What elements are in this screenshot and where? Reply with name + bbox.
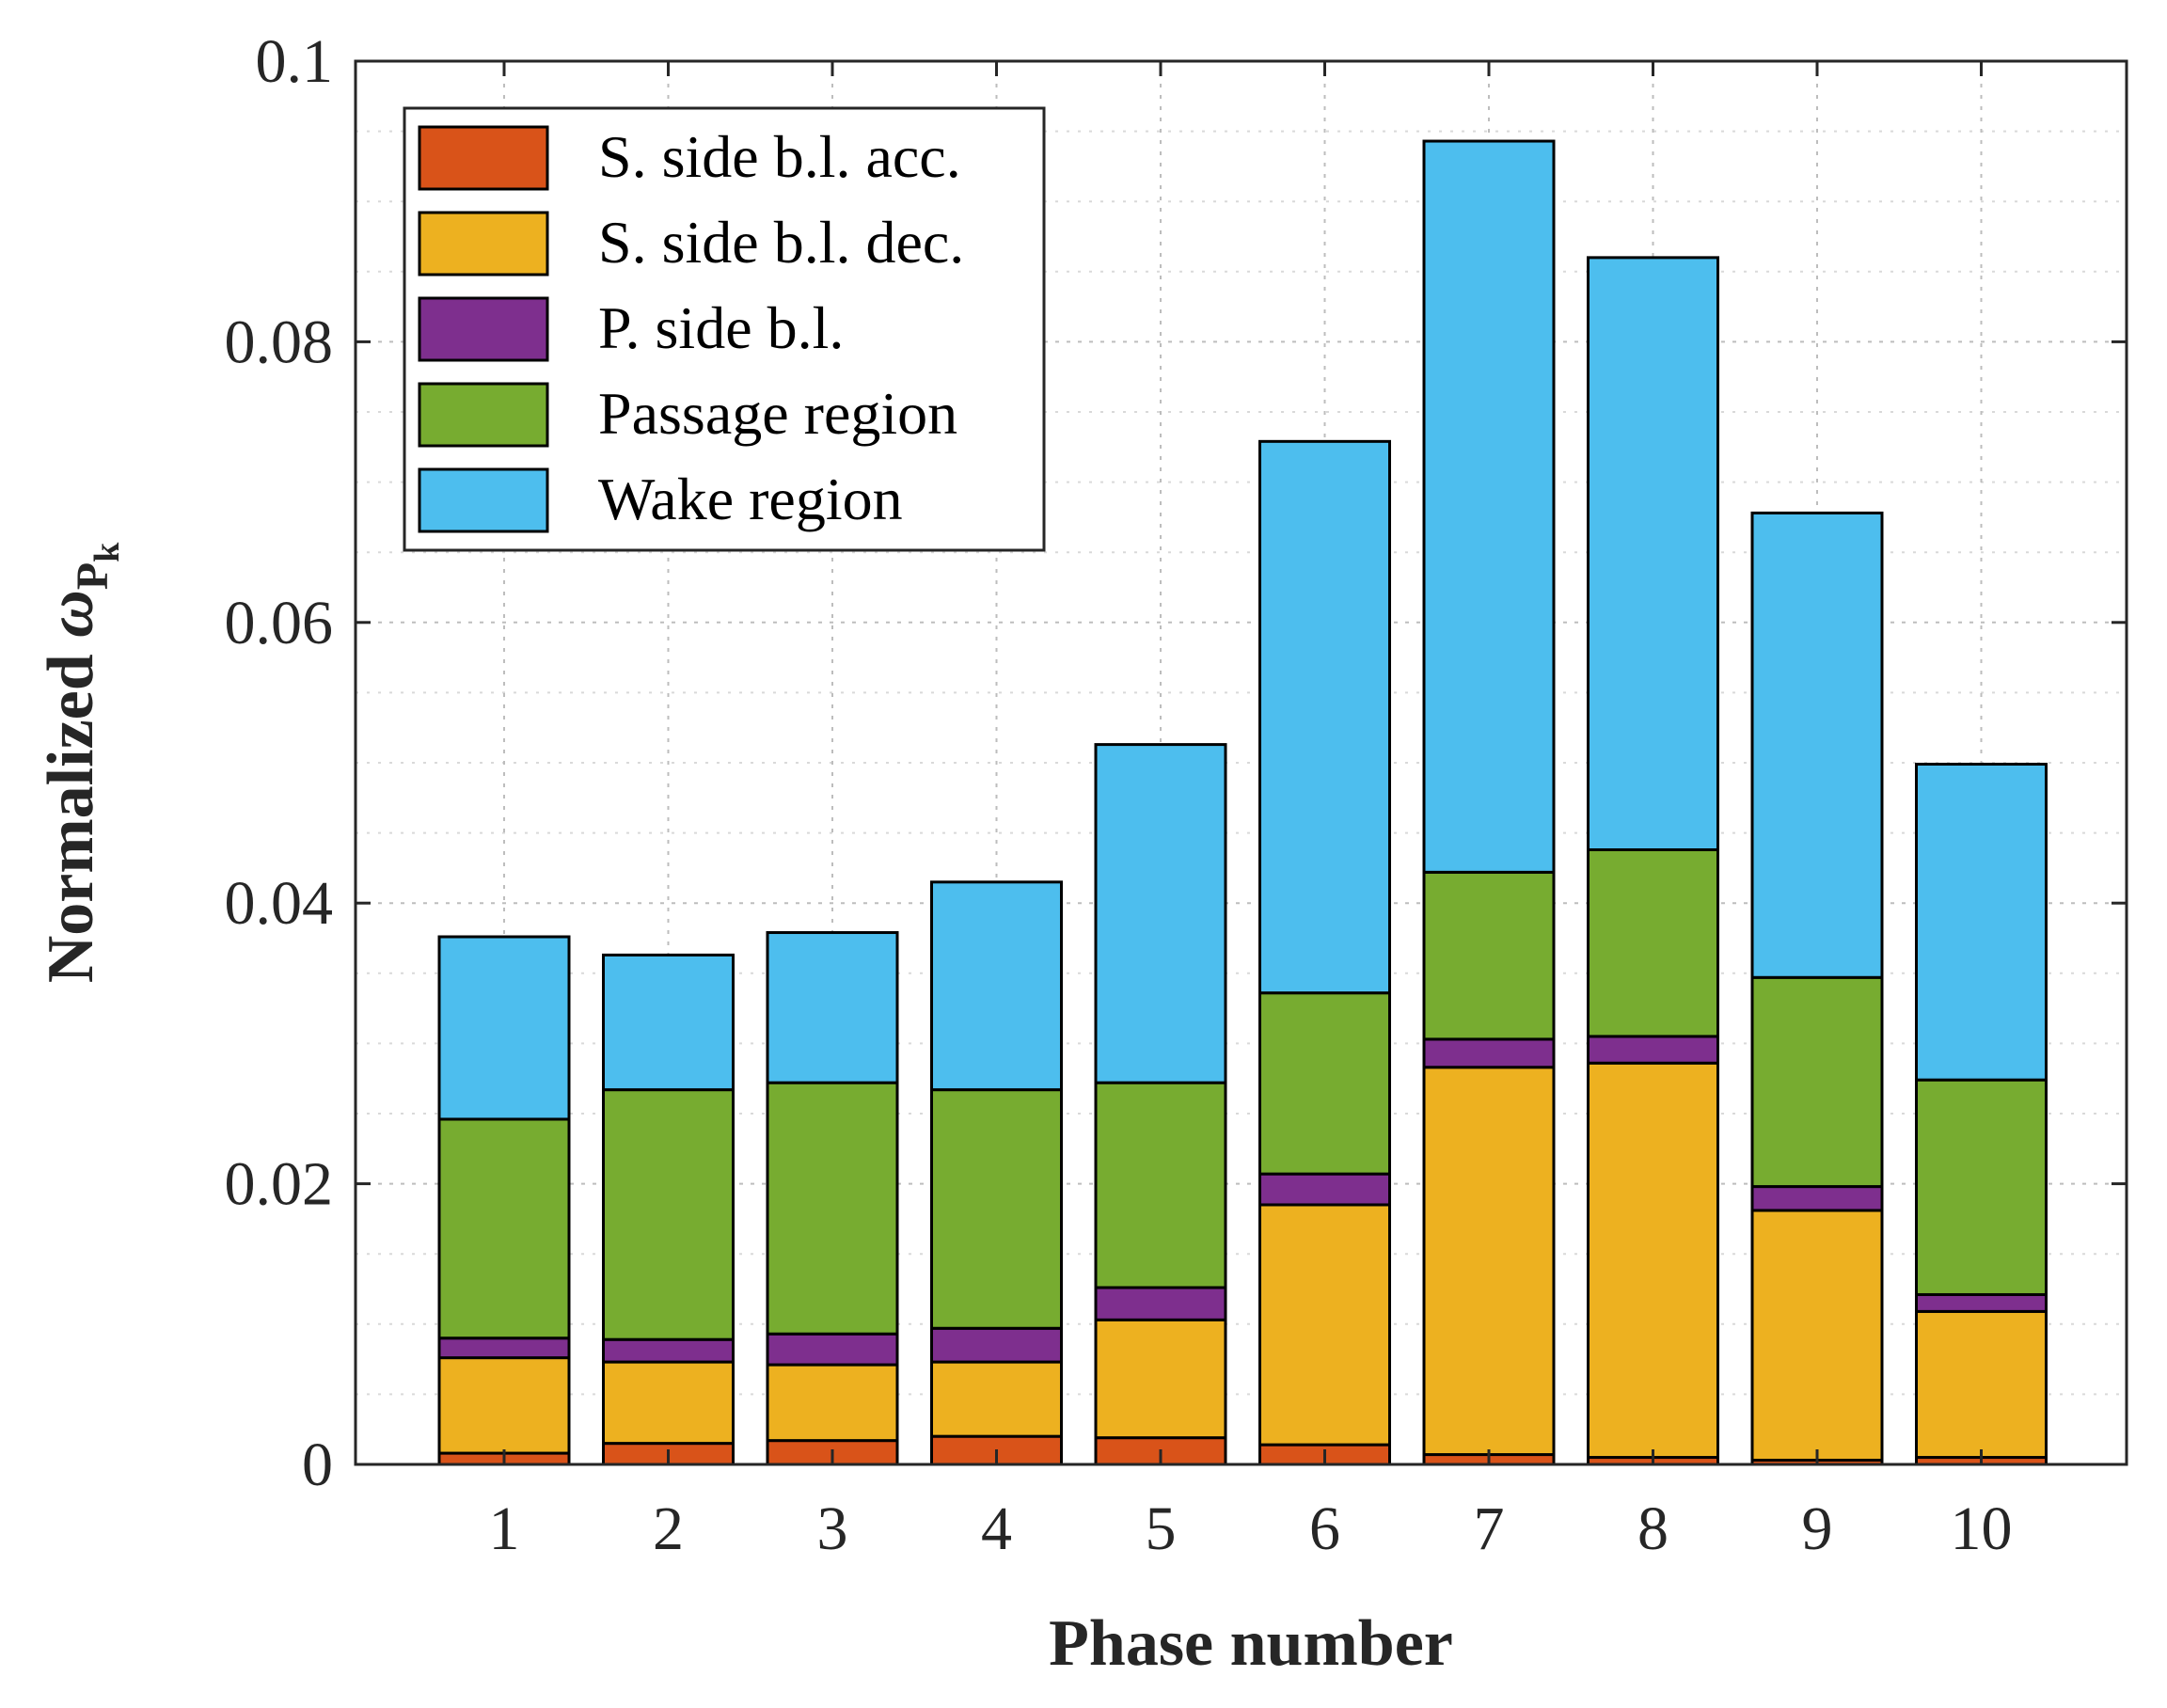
bar-stack-9 [1750,511,1884,1466]
bar-segment-p-side-b-l [1258,1172,1391,1207]
y-axis-title-subsub: k [87,542,127,562]
bar-segment-s-side-b-l-dec [930,1360,1063,1438]
y-tick-label: 0.06 [225,589,334,657]
y-tick-labels: 0 0.02 0.04 0.06 0.08 0.1 [225,27,334,1499]
bar-segment-wake-region [437,935,571,1121]
x-axis-title: Phase number [1049,1607,1453,1680]
svg-text:Normalized ωPk: Normalized ωPk [35,542,127,983]
legend-item: S. side b.l. acc. [418,123,961,191]
y-tick-label: 0 [302,1431,333,1499]
x-tick-label: 6 [1309,1494,1340,1563]
bar-stack-10 [1915,762,2048,1466]
bar-segment-p-side-b-l [1750,1185,1884,1212]
x-tick-label: 2 [653,1494,684,1563]
bar-stack-2 [602,953,735,1466]
y-axis-title-prefix: Normalized [35,638,107,983]
legend-item: S. side b.l. dec. [418,209,964,277]
legend-items: S. side b.l. acc. S. side b.l. dec. P. sid… [418,123,964,533]
bar-segment-p-side-b-l [930,1326,1063,1364]
bar-stack-1 [437,935,571,1466]
legend-item: P. side b.l. [418,294,844,362]
x-tick-label: 9 [1802,1494,1833,1563]
bar-segment-wake-region [1094,743,1227,1084]
bar-segment-s-side-b-l-dec [1750,1209,1884,1463]
bar-segment-passage-region [766,1081,899,1336]
bar-segment-passage-region [1094,1081,1227,1289]
legend-swatch [418,211,549,277]
bar-stack-7 [1422,139,1556,1466]
y-axis-title-sub: P [68,562,118,590]
x-tick-labels: 1 2 3 4 5 6 7 8 9 10 [489,1494,2013,1563]
bar-segment-wake-region [602,953,735,1092]
bar-stack-3 [766,931,899,1466]
bar-segment-passage-region [1258,991,1391,1176]
bar-segment-p-side-b-l [1422,1037,1556,1069]
bar-segment-s-side-b-l-dec [1422,1066,1556,1457]
y-tick-label: 0.08 [225,308,334,376]
bar-stack-5 [1094,743,1227,1466]
bar-segment-wake-region [1422,139,1556,874]
bar-segment-s-side-b-l-dec [602,1360,735,1446]
x-tick-label: 10 [1951,1494,2013,1563]
bar-segment-passage-region [1422,870,1556,1041]
x-tick-label: 5 [1146,1494,1177,1563]
bar-stack-4 [930,880,1063,1466]
x-tick-label: 3 [817,1494,848,1563]
bar-stack-6 [1258,439,1391,1466]
y-tick-label: 0.02 [225,1150,334,1219]
x-tick-label: 1 [489,1494,520,1563]
legend-item: Passage region [418,380,957,448]
bar-segment-p-side-b-l [766,1332,899,1367]
bar-segment-passage-region [1587,848,1719,1038]
axes-box [354,59,2128,1466]
legend-swatch [418,382,549,448]
legend-swatch [418,467,549,533]
x-tick-label: 8 [1637,1494,1669,1563]
bar-segment-wake-region [1587,256,1719,852]
bar-segment-s-side-b-l-dec [1094,1318,1227,1440]
legend-label: Wake region [598,466,903,532]
y-tick-label: 0.1 [256,27,334,96]
x-tick-label: 7 [1474,1494,1505,1563]
legend-label: Passage region [598,380,957,447]
legend-label: S. side b.l. dec. [598,209,964,276]
bar-segment-wake-region [766,931,899,1084]
y-axis-title: Normalized ωPk [35,542,127,983]
legend-label: S. side b.l. acc. [598,123,961,190]
bar-segment-p-side-b-l [1094,1286,1227,1321]
legend-item: Wake region [418,466,903,533]
bar-segment-passage-region [602,1088,735,1341]
bar-segment-p-side-b-l [1915,1292,2048,1313]
bar-segment-s-side-b-l-dec [437,1356,571,1455]
legend-label: P. side b.l. [598,294,844,361]
legend-swatch [418,125,549,191]
bar-segment-s-side-b-l-dec [1915,1309,2048,1460]
bar-segment-wake-region [1750,511,1884,979]
bar-segment-wake-region [1258,439,1391,995]
bar-segment-wake-region [1915,762,2048,1082]
legend: S. side b.l. acc. S. side b.l. dec. P. sid… [403,106,1046,552]
bar-segment-wake-region [930,880,1063,1092]
y-tick-label: 0.04 [225,869,334,938]
legend-swatch [418,296,549,362]
bar-segment-passage-region [1750,975,1884,1189]
bar-segment-p-side-b-l [602,1337,735,1364]
bar-segment-s-side-b-l-dec [1258,1203,1391,1447]
bar-segment-p-side-b-l [437,1336,571,1360]
x-tick-label: 4 [981,1494,1012,1563]
bar-stack-8 [1587,256,1719,1466]
tick-marks [356,59,2127,1466]
bar-segment-s-side-b-l-dec [766,1363,899,1443]
bar-segment-passage-region [930,1088,1063,1330]
bar-segment-s-side-b-l-dec [1587,1061,1719,1460]
bar-segment-p-side-b-l [1587,1035,1719,1065]
bar-segment-passage-region [1915,1078,2048,1296]
bar-segment-passage-region [437,1117,571,1340]
y-axis-title-symbol: ω [35,590,107,638]
